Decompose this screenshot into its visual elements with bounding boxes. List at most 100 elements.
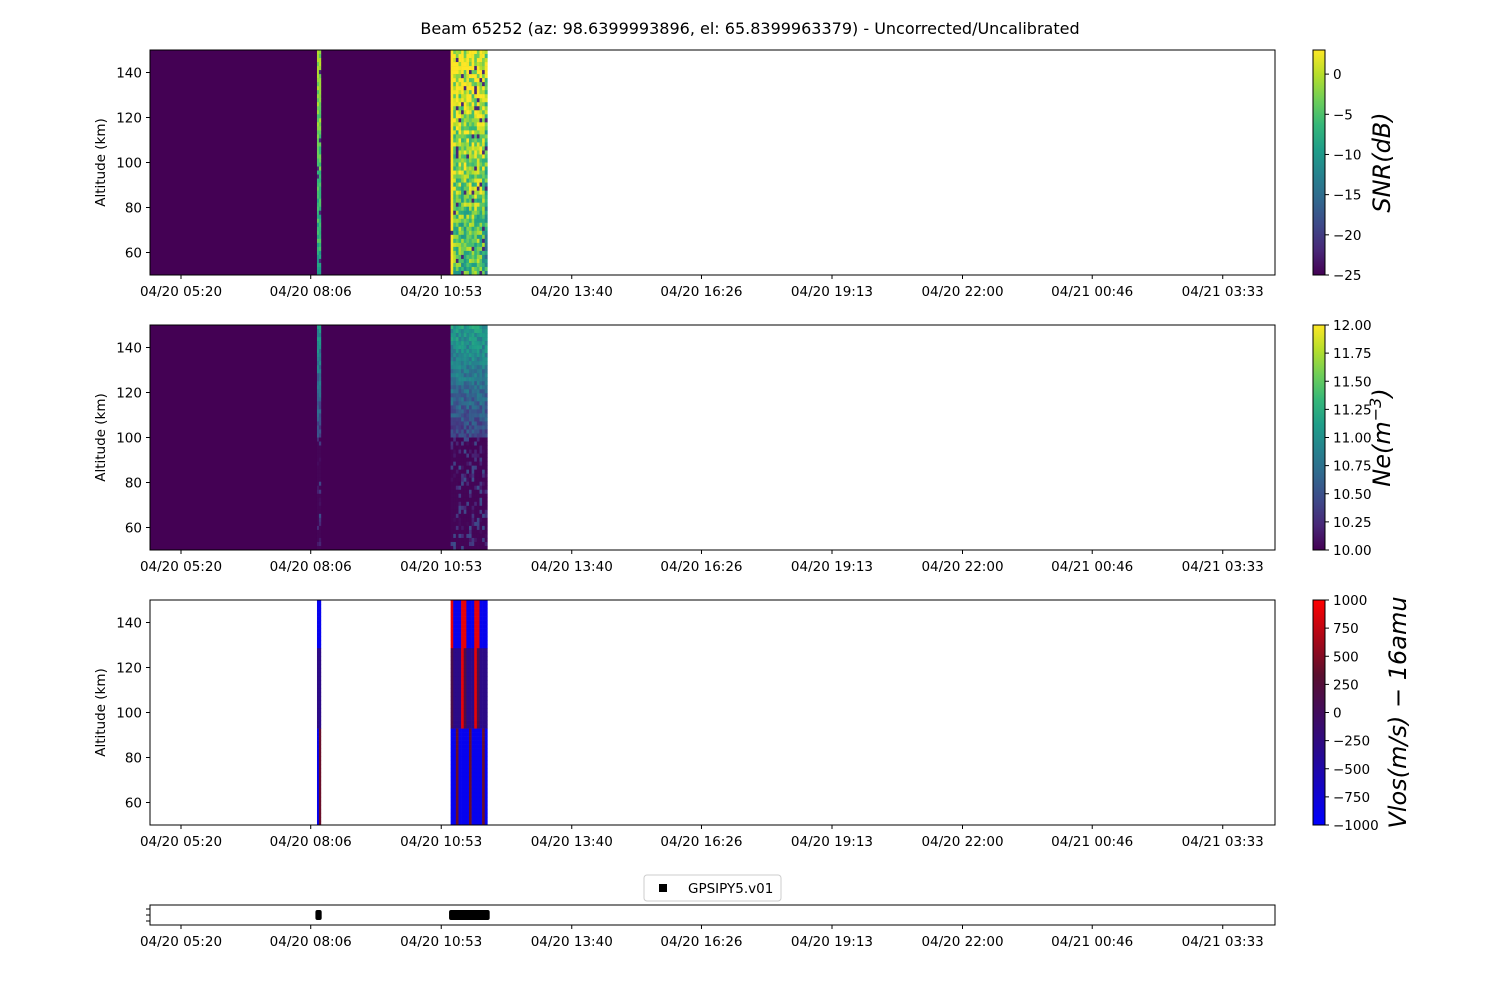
ne-cell <box>466 329 470 334</box>
vlos-cell <box>466 728 470 733</box>
ne-cell <box>479 441 483 446</box>
snr-cell <box>468 118 472 123</box>
snr-cell <box>468 222 472 228</box>
snr-cell <box>476 54 480 59</box>
ne-cb-tick-label: 11.00 <box>1333 431 1372 447</box>
ne-cell <box>461 445 465 450</box>
vlos-cell <box>474 788 478 794</box>
snr-cell <box>453 234 457 240</box>
vlos-cell <box>474 632 478 637</box>
ne-cell <box>476 449 480 454</box>
gps-xtick-label: 04/20 16:26 <box>660 934 742 950</box>
snr-cell <box>453 110 457 115</box>
snr-xtick-label: 04/20 05:20 <box>140 284 222 300</box>
ne-cell <box>316 513 320 519</box>
vlos-cell <box>458 816 462 822</box>
snr-cell <box>463 110 467 115</box>
vlos-cell <box>468 664 472 669</box>
vlos-cell <box>471 720 475 725</box>
snr-cell <box>471 242 475 248</box>
ne-cell <box>476 537 480 543</box>
vlos-cell <box>453 808 457 814</box>
snr-xtick-label: 04/20 19:13 <box>791 284 873 300</box>
snr-cell <box>453 182 457 187</box>
vlos-cell <box>476 768 480 774</box>
ne-cell <box>482 389 486 394</box>
snr-cell <box>463 222 467 228</box>
ne-cell <box>450 329 454 334</box>
vlos-cell <box>461 708 465 713</box>
ne-cell <box>318 341 322 346</box>
ne-cell <box>455 529 459 535</box>
ne-cell <box>318 441 322 446</box>
ne-cell <box>476 393 480 398</box>
vlos-cell <box>471 780 475 786</box>
ne-cell <box>466 445 470 450</box>
ne-cell <box>455 441 459 446</box>
vlos-cell <box>463 640 467 645</box>
snr-cell <box>479 110 483 115</box>
vlos-cell <box>474 724 478 729</box>
snr-cell <box>455 126 459 131</box>
vlos-cell <box>318 764 322 770</box>
vlos-cell <box>458 684 462 689</box>
vlos-cell <box>474 620 478 625</box>
ne-cell <box>479 529 483 535</box>
snr-cell <box>471 146 475 151</box>
vlos-cell <box>455 724 459 729</box>
ne-cell <box>466 425 470 430</box>
ne-cell <box>468 541 472 547</box>
ne-cell <box>463 501 467 507</box>
ne-cell <box>479 397 483 402</box>
snr-cell <box>476 174 480 179</box>
snr-cell <box>450 150 454 155</box>
vlos-cell <box>471 740 475 745</box>
snr-cb-tick-label: −5 <box>1333 107 1353 123</box>
vlos-cell <box>482 620 486 625</box>
vlos-cell <box>458 780 462 786</box>
ne-ytick-label: 80 <box>125 476 142 492</box>
vlos-cell <box>474 736 478 741</box>
snr-cell <box>476 142 480 147</box>
snr-cell <box>466 150 470 155</box>
ne-cell <box>461 357 465 362</box>
ne-cell <box>468 377 472 382</box>
ne-cell <box>318 397 322 402</box>
ne-cell <box>468 425 472 430</box>
vlos-cell <box>484 664 488 669</box>
snr-cell <box>476 238 480 244</box>
vlos-cell <box>450 720 454 725</box>
vlos-cell <box>463 696 467 701</box>
vlos-ytick-label: 80 <box>125 751 142 767</box>
snr-cell <box>482 162 486 167</box>
vlos-ytick-label: 60 <box>125 796 142 812</box>
snr-cell <box>455 182 459 187</box>
snr-cell <box>458 114 462 119</box>
ne-cell <box>476 329 480 334</box>
snr-cell <box>471 106 475 111</box>
snr-cell <box>471 254 475 260</box>
ne-cell <box>476 381 480 386</box>
ne-cell <box>458 469 462 474</box>
snr-cell <box>455 74 459 79</box>
vlos-cell <box>450 772 454 778</box>
ne-cell <box>318 529 322 535</box>
ne-cell <box>474 537 478 543</box>
snr-cell <box>482 78 486 83</box>
snr-cell <box>455 258 459 264</box>
ne-cell <box>482 353 486 358</box>
vlos-cell <box>484 820 488 826</box>
vlos-cell <box>479 780 483 786</box>
snr-cell <box>463 250 467 256</box>
ne-cell <box>458 489 462 495</box>
vlos-cell <box>468 752 472 757</box>
snr-cell <box>316 174 320 179</box>
vlos-cell <box>318 644 322 649</box>
ne-cell <box>461 453 465 458</box>
vlos-cell <box>474 732 478 737</box>
vlos-cell <box>471 676 475 681</box>
ne-cell <box>466 541 470 547</box>
ne-cell <box>455 545 459 551</box>
ne-cell <box>476 345 480 350</box>
vlos-cell <box>458 688 462 693</box>
